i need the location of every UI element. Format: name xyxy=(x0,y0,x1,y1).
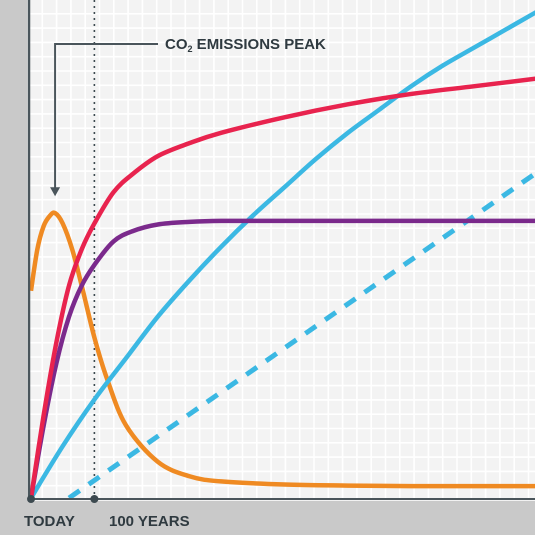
series-layer xyxy=(28,10,535,501)
blue-series-line xyxy=(29,10,535,500)
annotation-label-rest: EMISSIONS PEAK xyxy=(193,36,327,53)
plot-background xyxy=(28,0,535,500)
red-series-line xyxy=(28,76,535,499)
annotation-label: CO2 EMISSIONS PEAK xyxy=(165,36,326,54)
annotation-layer: CO2 EMISSIONS PEAK xyxy=(50,36,326,197)
annotation-connector xyxy=(54,43,158,189)
annotation-label-main: CO xyxy=(165,36,188,53)
purple-series-line xyxy=(28,218,535,499)
origin-point xyxy=(27,495,35,503)
annotation-label-subscript: 2 xyxy=(188,44,193,54)
point-100-years xyxy=(90,495,99,503)
grid xyxy=(27,0,535,501)
tick-label-layer: TODAY 100 YEARS xyxy=(24,513,190,530)
orange-series-line xyxy=(28,210,535,489)
x-tick-label: TODAY xyxy=(24,513,75,530)
x-tick-label: 100 YEARS xyxy=(109,513,190,530)
axis-layer xyxy=(27,0,535,503)
annotation-arrowhead xyxy=(50,187,61,197)
